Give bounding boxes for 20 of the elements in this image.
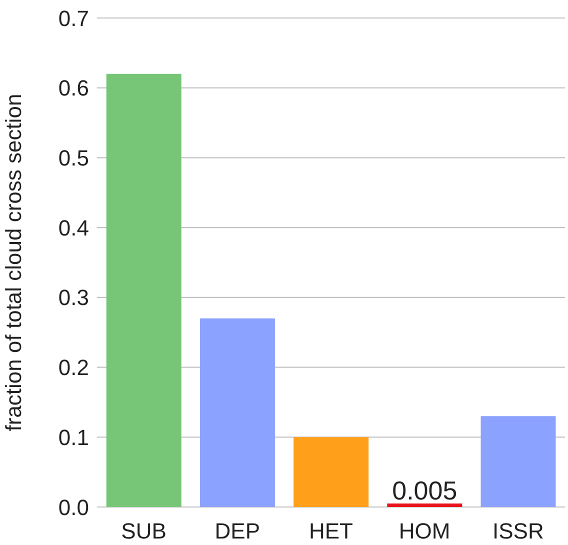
y-tick-label: 0.2 bbox=[58, 355, 89, 380]
x-tick-label: HOM bbox=[398, 518, 450, 544]
y-axis-title: fraction of total cloud cross section bbox=[0, 94, 26, 432]
data-label: 0.005 bbox=[392, 476, 458, 506]
y-tick-label: 0.6 bbox=[58, 76, 89, 101]
x-tick-label: HET bbox=[309, 518, 353, 544]
x-tick-label: SUB bbox=[121, 518, 166, 544]
y-tick-label: 0.3 bbox=[58, 285, 89, 310]
y-tick-label: 0.4 bbox=[58, 215, 89, 240]
y-tick-label: 0.1 bbox=[58, 424, 89, 450]
bar bbox=[106, 74, 182, 507]
bar bbox=[200, 318, 275, 507]
x-tick-label: DEP bbox=[214, 518, 260, 544]
bar bbox=[387, 504, 462, 507]
bar bbox=[480, 416, 556, 507]
y-tick-label: 0.0 bbox=[58, 494, 89, 520]
bar bbox=[294, 437, 369, 507]
y-tick-label: 0.5 bbox=[58, 146, 89, 171]
x-tick-label: ISSR bbox=[492, 518, 544, 544]
y-tick-label: 0.7 bbox=[58, 6, 89, 31]
